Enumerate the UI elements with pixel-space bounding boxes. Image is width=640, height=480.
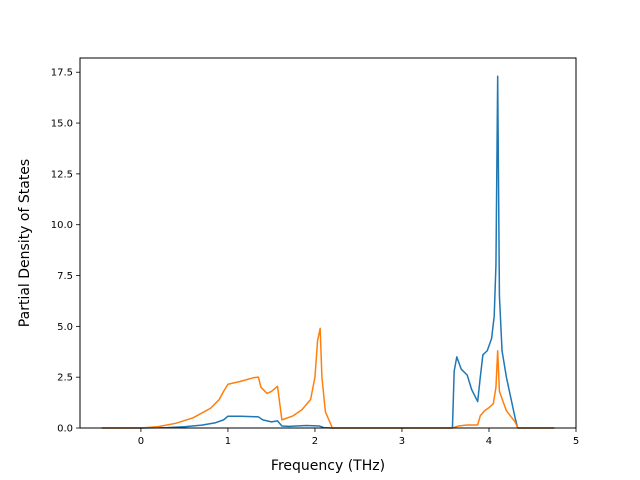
y-axis-label: Partial Density of States <box>17 159 33 327</box>
x-tick-label: 2 <box>312 436 318 447</box>
x-axis-ticks: 0 1 2 3 4 5 <box>138 428 579 447</box>
x-tick-label: 3 <box>399 436 405 447</box>
y-tick-label: 7.5 <box>57 271 73 282</box>
series-line-1 <box>101 75 555 429</box>
series-layer <box>101 75 555 429</box>
y-tick-label: 5.0 <box>57 322 73 333</box>
y-tick-label: 0.0 <box>57 424 73 435</box>
x-tick-label: 5 <box>573 436 579 447</box>
y-tick-label: 12.5 <box>51 169 73 180</box>
y-axis-ticks: 0.0 2.5 5.0 7.5 10.0 12.5 15.0 17.5 <box>51 68 80 435</box>
x-tick-label: 1 <box>225 436 231 447</box>
y-tick-label: 10.0 <box>51 220 73 231</box>
y-tick-label: 2.5 <box>57 373 73 384</box>
y-tick-label: 15.0 <box>51 119 73 130</box>
x-tick-label: 0 <box>138 436 144 447</box>
series-line-2 <box>101 327 555 429</box>
y-tick-label: 17.5 <box>51 68 73 79</box>
x-tick-label: 4 <box>486 436 492 447</box>
plot-frame <box>79 57 577 429</box>
x-axis-label: Frequency (THz) <box>271 458 385 474</box>
